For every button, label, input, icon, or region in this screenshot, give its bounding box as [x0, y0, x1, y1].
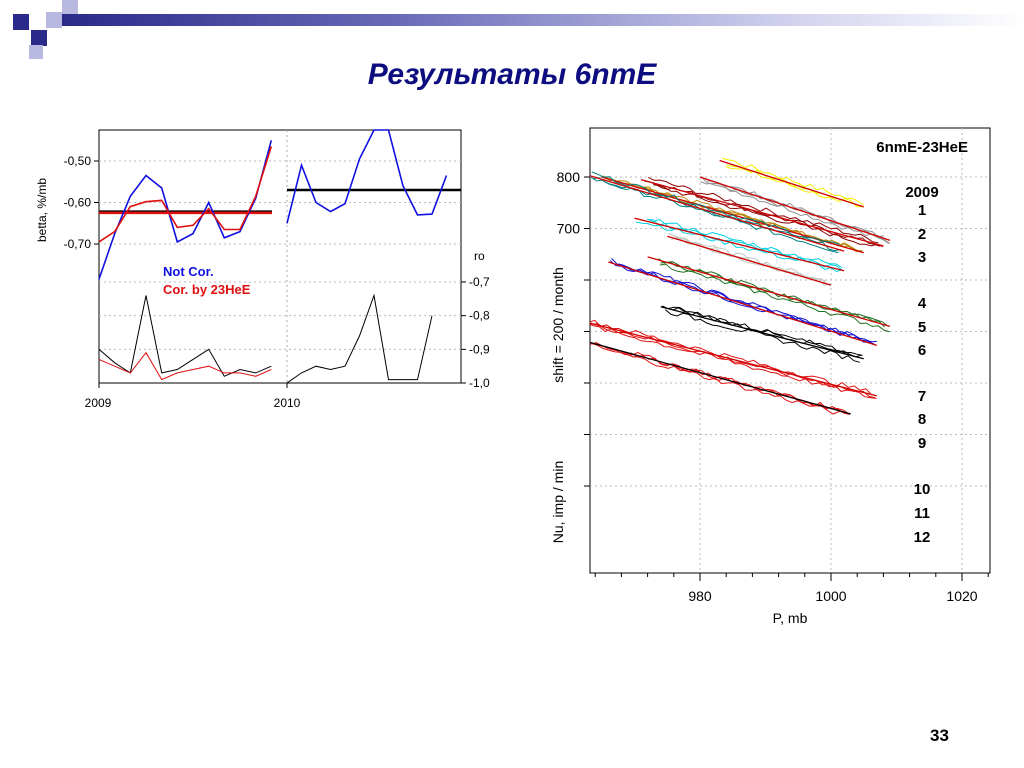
- month-label: 9: [918, 435, 926, 452]
- month-label: 7: [918, 388, 926, 405]
- y-tick-label: 800: [557, 169, 581, 185]
- decor-square: [62, 0, 78, 16]
- month-fit-line: [590, 341, 851, 415]
- month-fit-line: [608, 261, 878, 347]
- ro-series-2009: [98, 295, 272, 377]
- left-lower-ylabel: ro: [474, 249, 485, 263]
- month-label: 5: [918, 319, 926, 336]
- month-label: 8: [918, 411, 926, 428]
- right-chart-label: 6nmE-23HeE: [876, 139, 968, 156]
- betta-series-2009: [98, 140, 273, 280]
- x-tick-label: 1000: [815, 588, 846, 604]
- x-tick-2010: 2010: [274, 396, 301, 410]
- right-ylabel-top: shift = 200 / month: [550, 267, 566, 383]
- month-fit-line: [667, 235, 832, 286]
- month-fit-line: [699, 176, 891, 241]
- month-data-trace: [707, 180, 885, 238]
- x-tick-label: 1020: [946, 588, 977, 604]
- month-data-trace: [591, 171, 840, 245]
- month-data-trace: [591, 343, 846, 415]
- year-label: 2009: [905, 184, 938, 201]
- lower-y-tick-label: -0,7: [469, 275, 490, 289]
- month-label: 1: [918, 202, 926, 219]
- month-label: 3: [918, 249, 926, 266]
- month-fit-line: [590, 322, 878, 397]
- month-data-trace: [647, 219, 842, 271]
- month-data-trace: [664, 309, 860, 363]
- month-fit-line: [640, 178, 884, 247]
- month-fit-line: [634, 217, 845, 272]
- decor-gradient-bar: [62, 14, 1024, 26]
- y-tick-label: 700: [557, 221, 581, 237]
- month-data-trace: [608, 179, 863, 253]
- betta-series-2010: [286, 129, 448, 224]
- corner-decoration: [0, 0, 1024, 60]
- month-label: 11: [914, 505, 930, 522]
- month-label: 2: [918, 226, 926, 243]
- slide-title: Результаты 6nmE: [367, 58, 657, 91]
- month-label: 6: [918, 342, 926, 359]
- month-data-trace: [700, 181, 890, 245]
- ro-series-2009: [98, 351, 272, 381]
- month-series-group: [590, 157, 891, 415]
- decor-square: [29, 45, 43, 59]
- month-data-trace: [648, 176, 879, 244]
- decor-square: [46, 12, 62, 28]
- legend-cor-23hee: Cor. by 23HeE: [163, 282, 251, 297]
- x-tick-2009: 2009: [85, 396, 112, 410]
- page-number: 33: [930, 726, 949, 745]
- month-data-trace: [721, 157, 864, 206]
- lower-y-tick-label: -0,9: [469, 342, 490, 356]
- month-label: 12: [914, 529, 931, 546]
- month-data-trace: [667, 232, 828, 286]
- month-data-trace: [659, 263, 890, 333]
- lower-y-tick-label: -0,8: [469, 309, 490, 323]
- lower-y-tick-label: -1,0: [469, 376, 490, 390]
- ro-series-2010: [286, 293, 433, 384]
- month-data-trace: [590, 319, 873, 396]
- month-data-trace: [601, 176, 862, 252]
- right-ylabel-bottom: Nu, imp / min: [550, 461, 566, 543]
- left-plot-frame: [98, 129, 462, 384]
- right-xlabel: P, mb: [773, 610, 808, 626]
- right-plot-frame: [589, 127, 991, 574]
- upper-y-tick-label: -0,60: [64, 196, 92, 210]
- legend-not-cor: Not Cor.: [163, 264, 214, 279]
- betta-series-2009: [98, 146, 273, 243]
- month-data-trace: [636, 221, 843, 273]
- left-upper-ylabel: betta, %/mb: [35, 178, 49, 242]
- month-fit-line: [719, 159, 864, 208]
- month-fit-line: [647, 256, 891, 327]
- month-label: 4: [918, 295, 927, 312]
- decor-square: [13, 14, 29, 30]
- decor-square: [31, 30, 47, 46]
- month-fit-line: [590, 175, 845, 252]
- month-data-trace: [647, 218, 843, 268]
- upper-y-tick-label: -0,50: [64, 154, 92, 168]
- month-fit-line: [660, 306, 864, 360]
- month-data-trace: [590, 323, 877, 399]
- month-data-trace: [726, 164, 863, 208]
- month-data-trace: [644, 180, 881, 247]
- month-label: 10: [914, 481, 931, 498]
- x-tick-label: 980: [688, 588, 712, 604]
- month-data-trace: [653, 184, 884, 248]
- upper-y-tick-label: -0,70: [64, 237, 92, 251]
